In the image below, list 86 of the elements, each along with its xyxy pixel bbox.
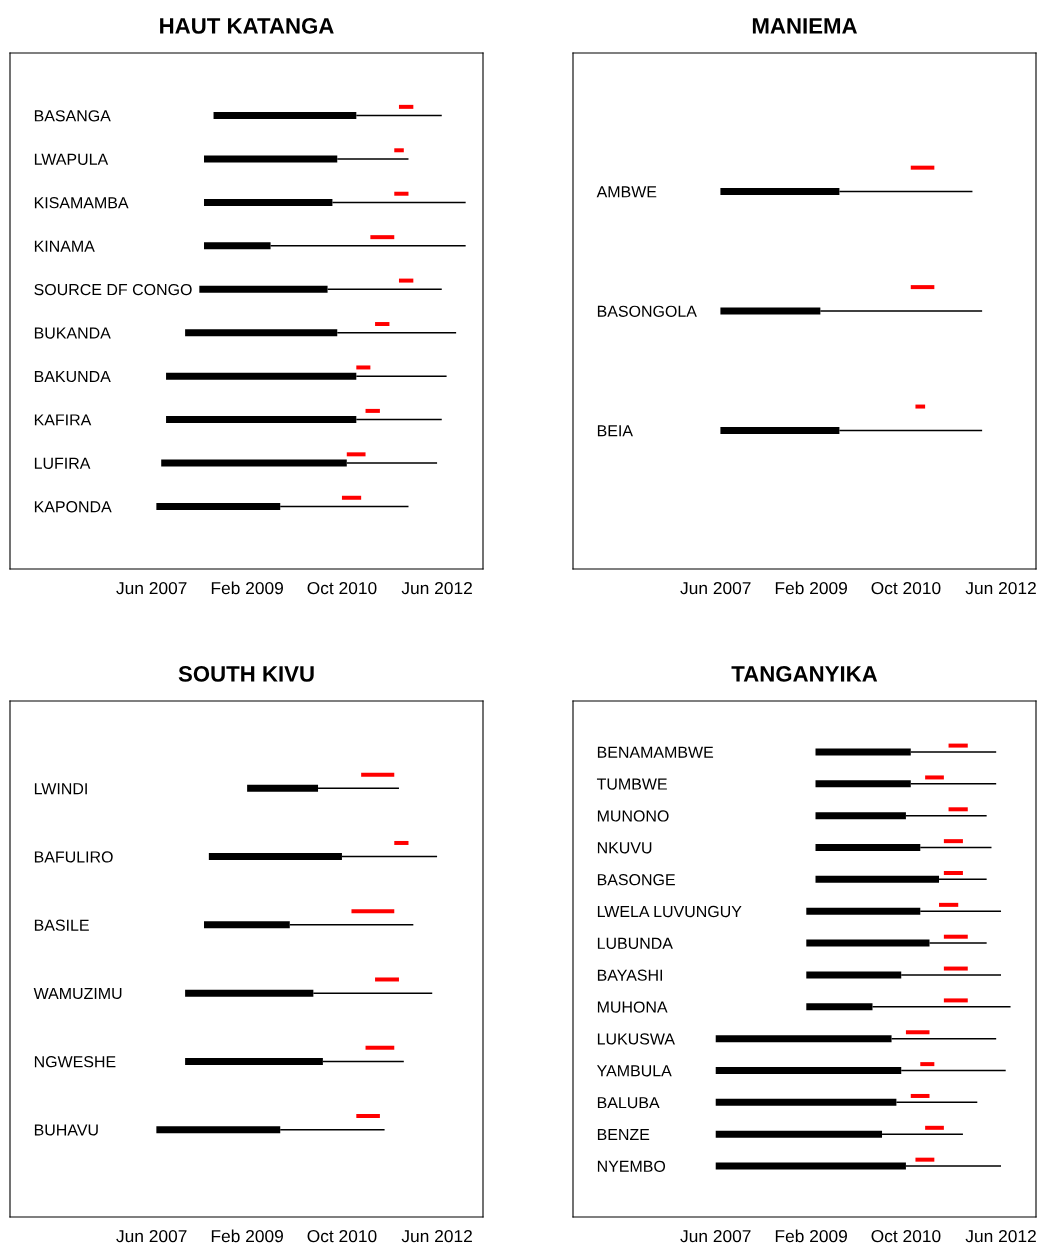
- y-tick-label: BALUBA: [597, 1097, 660, 1109]
- bar: [910, 285, 935, 290]
- y-tick-label: BASONGE: [597, 874, 675, 886]
- x-tick-label: Oct 2010: [871, 1229, 941, 1243]
- x-tick-label: Feb 2009: [775, 1229, 847, 1243]
- y-tick-label: BENAMAMBWE: [597, 746, 714, 758]
- bar: [394, 148, 404, 153]
- bar: [948, 807, 968, 812]
- bar: [361, 772, 395, 777]
- bar: [925, 1125, 944, 1130]
- x-tick-label: Jun 2007: [680, 1229, 751, 1243]
- y-tick-label: BAKUNDA: [34, 370, 111, 383]
- y-tick-label: NYEMBO: [597, 1160, 666, 1172]
- bar: [375, 977, 399, 982]
- y-tick-label: BEIA: [597, 425, 633, 437]
- bar: [920, 1062, 935, 1067]
- bar: [365, 408, 380, 413]
- y-tick-label: LUFIRA: [34, 457, 91, 469]
- x-tick-label: Feb 2009: [211, 1229, 283, 1243]
- bar: [375, 322, 390, 327]
- x-tick-label: Jun 2007: [680, 581, 751, 595]
- y-tick-label: KAPONDA: [34, 501, 112, 513]
- bar: [948, 743, 968, 748]
- bar: [365, 1045, 395, 1050]
- y-tick-label: WAMUZIMU: [33, 987, 122, 1000]
- y-tick-label: KAFIRA: [34, 414, 92, 426]
- y-tick-label: BUHAVU: [34, 1124, 98, 1136]
- bar: [910, 165, 935, 170]
- bar: [346, 452, 366, 457]
- bar: [925, 775, 944, 780]
- chart-title: SOUTH KIVU: [178, 666, 314, 682]
- y-tick-label: KINAMA: [34, 240, 95, 252]
- bar: [943, 934, 968, 939]
- y-tick-label: LUKUSWA: [597, 1033, 675, 1045]
- x-tick-label: Oct 2010: [871, 581, 941, 595]
- bar: [943, 871, 963, 875]
- y-tick-label: BASANGA: [34, 110, 111, 122]
- y-tick-label: NKUVU: [597, 842, 652, 854]
- bar: [370, 235, 395, 240]
- y-tick-label: LUBUNDA: [597, 937, 673, 950]
- bar: [394, 840, 409, 845]
- bar: [943, 966, 968, 971]
- bar: [341, 495, 362, 500]
- y-tick-label: LWINDI: [34, 783, 87, 795]
- x-tick-label: Jun 2012: [401, 1229, 472, 1243]
- x-tick-label: Jun 2012: [965, 1229, 1036, 1243]
- x-tick-label: Jun 2012: [965, 581, 1036, 595]
- bar: [398, 278, 414, 283]
- y-tick-label: LWELA LUVUNGUY: [597, 905, 742, 918]
- y-tick-label: SOURCE DF CONGO: [34, 283, 192, 296]
- x-tick-label: Feb 2009: [775, 581, 847, 595]
- y-tick-label: YAMBULA: [596, 1065, 672, 1077]
- y-tick-label: MUHONA: [597, 1001, 668, 1013]
- y-tick-label: BUKANDA: [34, 327, 111, 339]
- bar: [910, 1093, 930, 1098]
- x-tick-label: Oct 2010: [307, 581, 377, 595]
- x-tick-label: Jun 2012: [401, 581, 472, 595]
- bar: [356, 365, 371, 370]
- bar: [943, 998, 968, 1003]
- bar: [351, 909, 395, 914]
- y-tick-label: TUMBWE: [596, 778, 667, 790]
- y-tick-label: BENZE: [597, 1128, 650, 1140]
- y-tick-label: BASONGOLA: [597, 305, 697, 317]
- x-tick-label: Jun 2007: [116, 1229, 187, 1243]
- x-tick-label: Jun 2007: [116, 581, 187, 595]
- chart-title: MANIEMA: [752, 18, 857, 34]
- bar: [398, 104, 414, 109]
- y-tick-label: NGWESHE: [34, 1056, 116, 1068]
- y-tick-label: BASILE: [34, 919, 89, 931]
- y-tick-label: LWAPULA: [34, 153, 109, 165]
- bar: [356, 1113, 380, 1118]
- y-tick-label: BAYASHI: [597, 969, 663, 981]
- bar: [943, 839, 963, 844]
- bar: [939, 902, 959, 907]
- chart-title: HAUT KATANGA: [160, 18, 334, 34]
- bar: [394, 191, 409, 196]
- x-tick-label: Oct 2010: [307, 1229, 377, 1243]
- bar: [915, 404, 926, 409]
- bar: [915, 1157, 935, 1162]
- y-tick-label: BAFULIRO: [34, 851, 113, 863]
- y-tick-label: AMBWE: [596, 186, 657, 198]
- x-tick-label: Feb 2009: [211, 581, 283, 595]
- chart-title: TANGANYIKA: [731, 666, 878, 682]
- bar: [905, 1030, 930, 1035]
- y-tick-label: MUNONO: [597, 810, 669, 822]
- y-tick-label: KISAMAMBA: [34, 197, 129, 209]
